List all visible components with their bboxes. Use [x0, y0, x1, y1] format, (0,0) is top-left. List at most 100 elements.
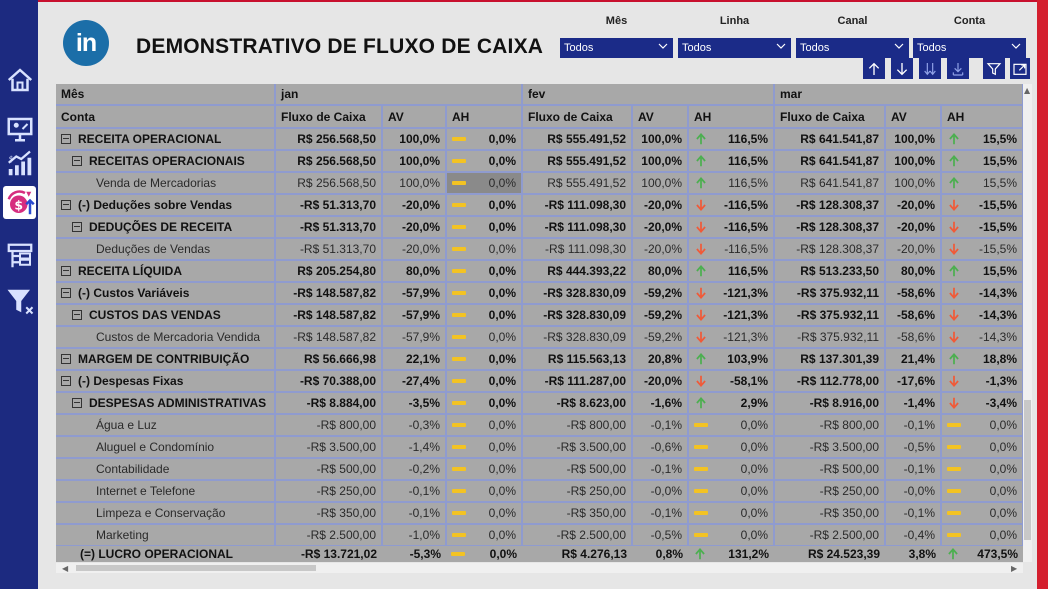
column-header-fluxo-de-caixa[interactable]: Fluxo de Caixa	[522, 105, 633, 129]
av-cell: -57,9%	[382, 326, 447, 349]
collapse-toggle-icon[interactable]	[72, 310, 82, 320]
row-label-cell[interactable]: (-) Deduções sobre Vendas	[56, 194, 276, 217]
month-header-jan[interactable]: jan	[275, 84, 523, 106]
row-label: Custos de Mercadoria Vendida	[96, 330, 261, 344]
clear-filter-icon[interactable]	[3, 284, 36, 317]
filter-dropdown-ms[interactable]: Todos	[560, 38, 673, 58]
row-label-cell[interactable]: DEDUÇÕES DE RECEITA	[56, 216, 276, 239]
arrow-up-button[interactable]	[863, 58, 885, 79]
row-label: (-) Custos Variáveis	[78, 286, 190, 300]
filter-dropdown-canal[interactable]: Todos	[796, 38, 909, 58]
filter-button[interactable]	[983, 58, 1005, 79]
chevron-down-icon	[1010, 40, 1022, 52]
row-label-cell[interactable]: Marketing	[56, 524, 276, 547]
filter-label-conta: Conta	[953, 15, 986, 27]
row-label-cell[interactable]: Aluguel e Condomínio	[56, 436, 276, 459]
ah-value: 103,9%	[727, 352, 768, 366]
growth-chart-icon[interactable]: $	[3, 147, 36, 180]
av-cell: 22,1%	[382, 348, 447, 371]
filter-dropdown-conta[interactable]: Todos	[913, 38, 1026, 58]
scroll-up-arrow-icon[interactable]: ▲	[1024, 86, 1031, 95]
row-label-cell[interactable]: (-) Despesas Fixas	[56, 370, 276, 393]
money-cycle-icon[interactable]: $	[3, 186, 36, 219]
ah-cell: -15,5%	[941, 238, 1023, 261]
row-label-cell[interactable]: (-) Custos Variáveis	[56, 282, 276, 305]
row-label-cell[interactable]: (=) LUCRO OPERACIONAL	[56, 546, 275, 562]
row-label-cell[interactable]: RECEITA LÍQUIDA	[56, 260, 276, 283]
av-cell: -0,0%	[632, 480, 689, 503]
fluxo-de-caixa-cell: -R$ 148.587,82	[275, 282, 383, 305]
collapse-toggle-icon[interactable]	[61, 354, 71, 364]
month-header-fev[interactable]: fev	[522, 84, 775, 106]
fluxo-de-caixa-cell: -R$ 500,00	[774, 458, 886, 481]
ah-cell: -1,3%	[941, 370, 1023, 393]
av-cell: -20,0%	[632, 194, 689, 217]
arrow-down-button[interactable]	[891, 58, 913, 79]
column-header-av[interactable]: AV	[632, 105, 689, 129]
collapse-toggle-icon[interactable]	[72, 222, 82, 232]
neutral-dash-icon	[947, 533, 961, 537]
neutral-dash-icon	[947, 489, 961, 493]
collapse-toggle-icon[interactable]	[72, 398, 82, 408]
column-header-fluxo-de-caixa[interactable]: Fluxo de Caixa	[275, 105, 383, 129]
expand-all-down-icon	[922, 61, 938, 77]
ah-cell: 0,0%	[446, 128, 523, 151]
row-label-cell[interactable]: Custos de Mercadoria Vendida	[56, 326, 276, 349]
row-label-cell[interactable]: Limpeza e Conservação	[56, 502, 276, 525]
hierarchy-icon[interactable]	[3, 239, 36, 272]
av-cell: 100,0%	[382, 128, 447, 151]
expand-hierarchy-button[interactable]	[947, 58, 969, 79]
column-header-av[interactable]: AV	[885, 105, 942, 129]
column-header-av[interactable]: AV	[382, 105, 447, 129]
ah-cell: -116,5%	[688, 194, 775, 217]
row-label-cell[interactable]: Deduções de Vendas	[56, 238, 276, 261]
neutral-dash-icon	[947, 467, 961, 471]
collapse-toggle-icon[interactable]	[61, 266, 71, 276]
column-header-ah[interactable]: AH	[688, 105, 775, 129]
row-label-cell[interactable]: Internet e Telefone	[56, 480, 276, 503]
ah-value: 0,0%	[488, 264, 516, 278]
horizontal-scrollbar[interactable]	[56, 563, 1023, 573]
row-label: Água e Luz	[96, 418, 157, 432]
ah-value: 0,0%	[488, 308, 516, 322]
focus-mode-button[interactable]	[1010, 58, 1030, 79]
column-header-fluxo-de-caixa[interactable]: Fluxo de Caixa	[774, 105, 886, 129]
ah-cell: 0,0%	[941, 458, 1023, 481]
svg-text:$: $	[8, 154, 13, 163]
fluxo-de-caixa-cell: -R$ 250,00	[522, 480, 633, 503]
row-label-cell[interactable]: Água e Luz	[56, 414, 276, 437]
vertical-scrollbar[interactable]	[1023, 84, 1032, 562]
ah-value: -116,5%	[724, 242, 768, 256]
row-label-cell[interactable]: CUSTOS DAS VENDAS	[56, 304, 276, 327]
ah-cell: 0,0%	[688, 480, 775, 503]
filter-dropdown-linha[interactable]: Todos	[678, 38, 791, 58]
home-icon[interactable]	[3, 63, 36, 96]
neutral-dash-icon	[452, 511, 466, 515]
collapse-toggle-icon[interactable]	[61, 376, 71, 386]
row-label-cell[interactable]: RECEITA OPERACIONAL	[56, 128, 276, 151]
row-label-cell[interactable]: RECEITAS OPERACIONAIS	[56, 150, 276, 173]
column-header-ah[interactable]: AH	[941, 105, 1023, 129]
ah-cell: 0,0%	[941, 414, 1023, 437]
horizontal-scroll-thumb[interactable]	[76, 565, 316, 571]
collapse-toggle-icon[interactable]	[61, 200, 71, 210]
scroll-left-arrow-icon[interactable]: ◀	[62, 564, 69, 573]
ah-cell: -58,1%	[688, 370, 775, 393]
scroll-right-arrow-icon[interactable]: ▶	[1011, 564, 1018, 573]
month-header-mar[interactable]: mar	[774, 84, 1023, 106]
presentation-icon[interactable]	[3, 112, 36, 145]
collapse-toggle-icon[interactable]	[61, 288, 71, 298]
vertical-scroll-thumb[interactable]	[1024, 400, 1031, 540]
row-label-cell[interactable]: MARGEM DE CONTRIBUIÇÃO	[56, 348, 276, 371]
column-header-ah[interactable]: AH	[446, 105, 523, 129]
expand-all-down-button[interactable]	[919, 58, 941, 79]
collapse-toggle-icon[interactable]	[72, 156, 82, 166]
column-header-conta[interactable]: Conta	[56, 105, 276, 129]
ah-cell: 15,5%	[941, 260, 1023, 283]
ah-cell: -121,3%	[688, 304, 775, 327]
row-label-cell[interactable]: Venda de Mercadorias	[56, 172, 276, 195]
av-cell: -0,1%	[885, 414, 942, 437]
collapse-toggle-icon[interactable]	[61, 134, 71, 144]
row-label-cell[interactable]: DESPESAS ADMINISTRATIVAS	[56, 392, 276, 415]
row-label-cell[interactable]: Contabilidade	[56, 458, 276, 481]
